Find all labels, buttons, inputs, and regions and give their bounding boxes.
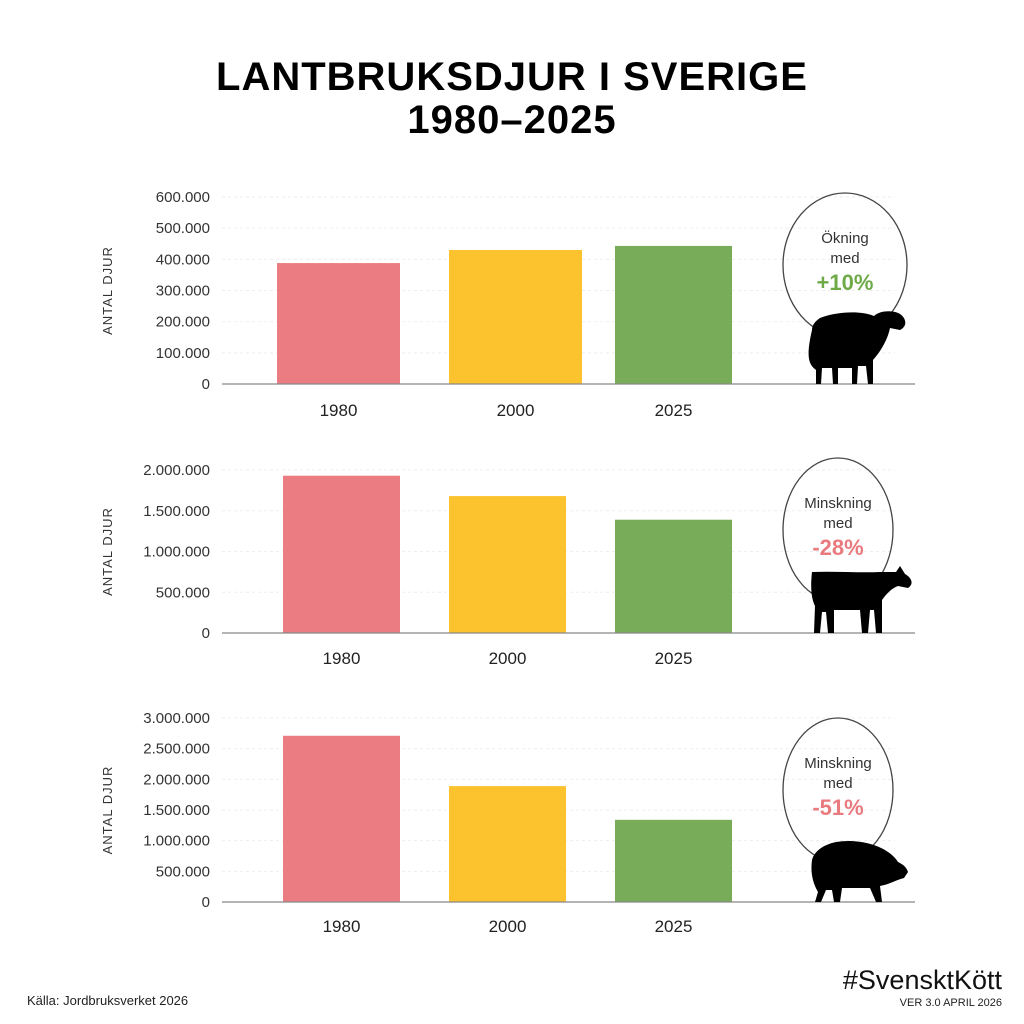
x-tick-label: 2025 [655,649,693,668]
callout-label: Minskning [804,495,872,512]
bar-2000 [449,249,582,384]
chart-title-line2: 1980–2025 [407,98,617,142]
bar-2000 [449,786,566,902]
y-tick-label: 2.000.000 [143,771,210,788]
bar-1980 [277,263,400,384]
x-tick-label: 1980 [323,917,361,936]
callout-label: Ökning [821,229,869,247]
chart-title-line1: LANTBRUKSDJUR I SVERIGE [216,55,808,99]
brand-hashtag: #SvensktKött [842,965,1002,995]
y-axis-label: ANTAL DJUR [100,507,115,596]
callout-label: med [823,775,852,792]
y-tick-label: 500.000 [156,220,210,237]
y-tick-label: 100.000 [156,345,210,362]
y-tick-label: 2.000.000 [143,462,210,479]
source-note: Källa: Jordbruksverket 2026 [27,993,189,1008]
chart-sheep: 0 100.000 200.000 300.000 400.000 500.000 600.… [100,189,915,420]
bar-1980 [283,735,400,902]
x-tick-label: 1980 [323,649,361,668]
bar-2025 [615,245,732,384]
y-tick-label: 500.000 [156,863,210,880]
cow-icon [811,566,912,633]
bar-2025 [615,519,732,633]
sheep-icon [808,311,906,384]
y-axis-label: ANTAL DJUR [100,246,115,335]
y-tick-label: 0 [202,625,210,642]
bar-2000 [449,496,566,633]
callout-percent: -51% [812,795,863,820]
y-tick-label: 400.000 [156,251,210,268]
y-tick-label: 1.500.000 [143,503,210,520]
x-tick-label: 2000 [497,401,535,420]
y-tick-label: 600.000 [156,189,210,206]
y-tick-label: 0 [202,376,210,393]
chart-cow: 0 500.000 1.000.000 1.500.000 2.000.000 ANTAL… [100,457,915,668]
y-tick-label: 1.500.000 [143,802,210,819]
y-tick-label: 3.000.000 [143,710,210,727]
y-tick-label: 1.000.000 [143,833,210,850]
y-tick-label: 0 [202,894,210,911]
y-tick-label: 2.500.000 [143,741,210,758]
callout-label: Minskning [804,755,872,772]
y-tick-label: 500.000 [156,584,210,601]
x-tick-label: 2025 [655,917,693,936]
x-tick-label: 2000 [489,649,527,668]
callout-label: med [823,515,852,532]
callout-percent: +10% [817,270,874,295]
version-note: VER 3.0 APRIL 2026 [899,997,1002,1009]
x-tick-label: 1980 [320,401,358,420]
callout-percent: -28% [812,535,863,560]
y-tick-label: 200.000 [156,314,210,331]
callout-label: med [830,250,859,267]
y-tick-label: 1.000.000 [143,544,210,561]
bar-2025 [615,819,732,902]
chart-pig: 0 500.000 1.000.000 1.500.000 2.000.000 2.500… [100,710,915,936]
bar-1980 [283,475,400,633]
y-axis-label: ANTAL DJUR [100,766,115,855]
x-tick-label: 2025 [655,401,693,420]
y-tick-label: 300.000 [156,283,210,300]
x-tick-label: 2000 [489,917,527,936]
pig-icon [811,840,908,902]
